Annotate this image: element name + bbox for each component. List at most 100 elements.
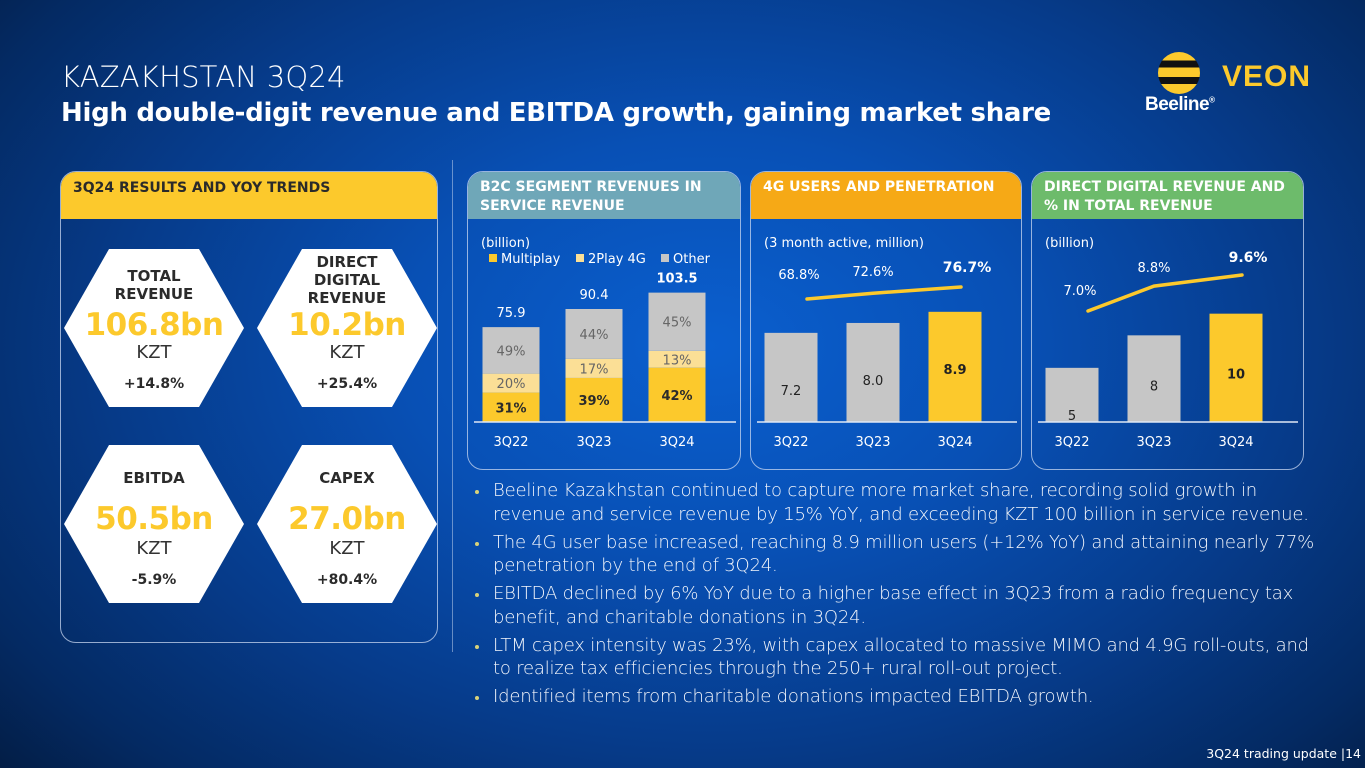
bar-segment [565,358,623,378]
bar [1209,313,1263,422]
x-tick-label: 3Q23 [1136,435,1171,450]
bar-segment [648,367,706,422]
legend-swatch-multiplay [489,254,497,262]
bar-segment [565,309,623,359]
chart-title: 4G USERS AND PENETRATION [751,172,1021,219]
page-title: KAZAKHSTAN 3Q24 [61,60,346,94]
line-series [1086,273,1244,313]
line-point-label: 9.6% [1229,250,1268,266]
bar-value-label: 7.2 [781,384,802,399]
bar [846,322,900,422]
footer-text: 3Q24 trading update | [1206,746,1346,761]
x-tick-label: 3Q23 [576,435,611,450]
kpi-label: DIRECT DIGITAL REVENUE [307,253,387,307]
bar-segment [482,327,540,374]
chart-title: B2C SEGMENT REVENUES IN SERVICE REVENUE [468,172,740,219]
beeline-wordmark: Beeline® [1145,94,1215,115]
legend-label: 2Play 4G [588,252,646,267]
kpi-value: 27.0bn [288,501,406,537]
kpi-label: CAPEX [319,469,375,487]
kpi-value: 106.8bn [84,307,224,343]
x-tick-label: 3Q22 [773,435,808,450]
veon-wordmark: VEON [1222,60,1312,93]
line-point-label: 8.8% [1137,261,1170,276]
bar-total-label: 90.4 [580,288,609,303]
bar [1127,335,1181,422]
bar-total-label: 103.5 [656,272,697,287]
results-panel: 3Q24 RESULTS AND YOY TRENDS TOTAL REVENU… [60,171,438,643]
kpi-label: EBITDA [123,469,185,487]
kpi-capex: CAPEX 27.0bn KZT +80.4% [257,445,437,603]
bar-segment-label: 31% [495,401,526,416]
kpi-change: -5.9% [131,572,177,588]
kpi-unit: KZT [329,342,365,363]
commentary-bullets: Beeline Kazakhstan continued to capture … [474,479,1324,713]
kpi-label: TOTAL REVENUE [114,267,194,303]
company-logo: Beeline® VEON [1145,52,1335,122]
4g-users-chart: (3 month active, million) 7.2 3Q22 8.0 3Q23 8… [757,236,1017,450]
page-subtitle: High double-digit revenue and EBITDA gro… [61,98,1052,128]
x-tick-label: 3Q23 [855,435,890,450]
beeline-logo-icon [1158,52,1200,94]
legend-swatch-other [661,254,669,262]
x-tick-label: 3Q24 [659,435,694,450]
line-point-label: 68.8% [778,268,819,283]
unit-note: (billion) [481,236,530,251]
kpi-change: +25.4% [316,376,378,392]
legend-swatch-2play-4g [576,254,584,262]
bar-segment-label: 17% [580,362,609,377]
footer: 3Q24 trading update |14 [1206,746,1361,761]
bar-value-label: 5 [1068,409,1076,424]
bar-segment [648,292,706,351]
kpi-value: 10.2bn [288,307,406,343]
bullet-item: LTM capex intensity was 23%, with capex … [474,634,1324,681]
bar-segment-label: 45% [663,316,692,331]
page-number: 14 [1345,746,1361,761]
x-tick-label: 3Q24 [937,435,972,450]
bar-segment [565,377,623,422]
kpi-unit: KZT [329,538,365,559]
bullet-item: Identified items from charitable donatio… [474,685,1324,709]
kpi-value: 50.5bn [95,501,213,537]
b2c-revenue-chart: (billion)Multiplay 2Play 4G Other 31% 20% 49%… [474,236,736,450]
kpi-ebitda: EBITDA 50.5bn KZT -5.9% [64,445,244,603]
bullet-item: EBITDA declined by 6% YoY due to a highe… [474,582,1324,629]
unit-note: (billion) [1045,236,1094,251]
x-tick-label: 3Q22 [493,435,528,450]
bar-segment-label: 13% [663,353,692,368]
bar-segment-label: 49% [497,344,526,359]
kpi-change: +14.8% [123,376,185,392]
legend-label: Other [673,252,711,267]
bar-total-label: 75.9 [497,306,526,321]
bar-segment-label: 39% [578,394,609,409]
section-divider [452,160,453,652]
line-point-label: 76.7% [943,260,992,276]
kpi-unit: KZT [136,342,172,363]
kpi-total-revenue: TOTAL REVENUE 106.8bn KZT +14.8% [64,249,244,407]
bar-segment-label: 44% [580,328,609,343]
bar [928,311,982,422]
bullet-item: The 4G user base increased, reaching 8.9… [474,531,1324,578]
bar [1045,367,1099,422]
direct-digital-chart: (billion) 5 3Q22 8 3Q23 10 3Q24 7.0% 8.8% 9.6% [1038,236,1298,450]
x-tick-label: 3Q22 [1054,435,1089,450]
kpi-unit: KZT [136,538,172,559]
bar-segment [482,392,540,422]
bar-segment-label: 20% [497,377,526,392]
legend-label: Multiplay [501,252,561,267]
4g-users-chart-panel: 4G USERS AND PENETRATION (3 month active… [750,171,1022,470]
bullet-item: Beeline Kazakhstan continued to capture … [474,479,1324,526]
line-point-label: 72.6% [852,265,893,280]
b2c-revenue-chart-panel: B2C SEGMENT REVENUES IN SERVICE REVENUE … [467,171,741,470]
results-heading: 3Q24 RESULTS AND YOY TRENDS [61,172,437,219]
bar-value-label: 8.0 [863,374,884,389]
bar-value-label: 8 [1150,379,1158,394]
line-series [805,285,963,301]
kpi-change: +80.4% [316,572,378,588]
line-point-label: 7.0% [1063,284,1096,299]
bar-segment [482,373,540,393]
direct-digital-chart-panel: DIRECT DIGITAL REVENUE AND % IN TOTAL RE… [1031,171,1304,470]
bar-segment [648,350,706,368]
bar [764,332,818,422]
bar-segment-label: 42% [661,389,692,404]
